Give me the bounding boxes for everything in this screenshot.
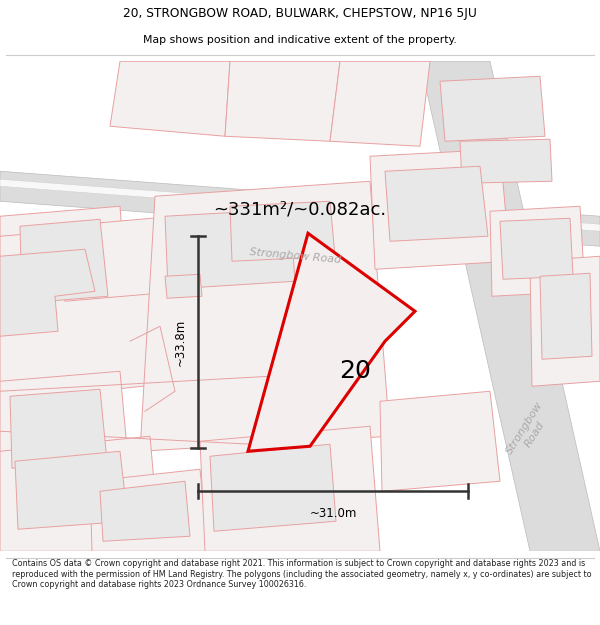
Polygon shape bbox=[90, 469, 208, 551]
Text: Strongbow
Road: Strongbow Road bbox=[505, 400, 555, 462]
Polygon shape bbox=[380, 391, 500, 491]
Text: ~33.8m: ~33.8m bbox=[173, 319, 187, 366]
Polygon shape bbox=[200, 426, 380, 551]
Text: ~31.0m: ~31.0m bbox=[310, 507, 356, 520]
Polygon shape bbox=[440, 76, 545, 141]
Polygon shape bbox=[330, 61, 430, 146]
Polygon shape bbox=[165, 274, 202, 298]
Polygon shape bbox=[10, 389, 107, 468]
Polygon shape bbox=[370, 149, 510, 269]
Text: 20: 20 bbox=[339, 359, 371, 383]
Polygon shape bbox=[0, 436, 160, 551]
Polygon shape bbox=[0, 221, 190, 401]
Polygon shape bbox=[140, 181, 390, 451]
Polygon shape bbox=[460, 139, 552, 183]
Polygon shape bbox=[225, 61, 340, 141]
Polygon shape bbox=[420, 61, 600, 551]
Polygon shape bbox=[100, 481, 190, 541]
Text: Map shows position and indicative extent of the property.: Map shows position and indicative extent… bbox=[143, 34, 457, 44]
Polygon shape bbox=[110, 61, 230, 136]
Polygon shape bbox=[165, 209, 295, 289]
Polygon shape bbox=[540, 273, 592, 359]
Polygon shape bbox=[210, 444, 336, 531]
Polygon shape bbox=[230, 201, 335, 261]
Text: 20, STRONGBOW ROAD, BULWARK, CHEPSTOW, NP16 5JU: 20, STRONGBOW ROAD, BULWARK, CHEPSTOW, N… bbox=[123, 8, 477, 20]
Polygon shape bbox=[0, 371, 130, 491]
Polygon shape bbox=[0, 171, 600, 246]
Polygon shape bbox=[490, 206, 585, 296]
Polygon shape bbox=[0, 206, 130, 351]
Polygon shape bbox=[248, 233, 415, 451]
Polygon shape bbox=[530, 256, 600, 386]
Polygon shape bbox=[0, 249, 95, 336]
Polygon shape bbox=[60, 216, 182, 301]
Polygon shape bbox=[15, 451, 128, 529]
Text: Contains OS data © Crown copyright and database right 2021. This information is : Contains OS data © Crown copyright and d… bbox=[12, 559, 592, 589]
Polygon shape bbox=[20, 219, 108, 303]
Polygon shape bbox=[500, 218, 573, 279]
Text: ~331m²/~0.082ac.: ~331m²/~0.082ac. bbox=[214, 200, 386, 218]
Polygon shape bbox=[0, 179, 600, 231]
Text: Strongbow Road: Strongbow Road bbox=[249, 248, 341, 265]
Polygon shape bbox=[385, 166, 488, 241]
